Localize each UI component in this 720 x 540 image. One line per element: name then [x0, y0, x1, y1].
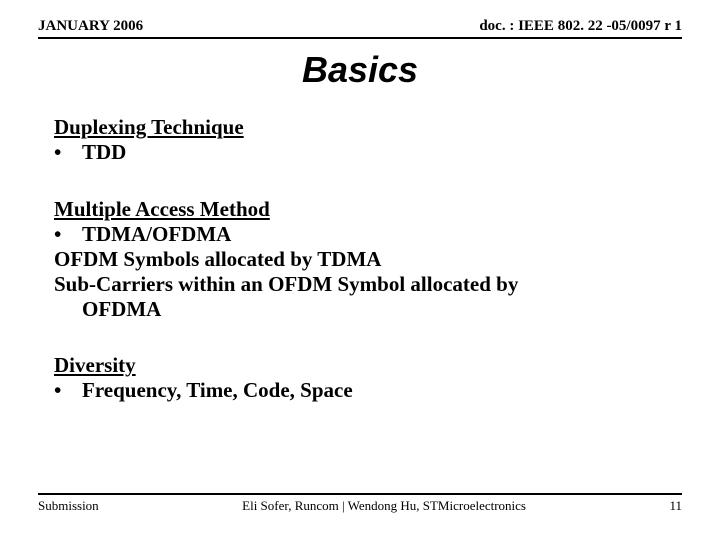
slide: JANUARY 2006 doc. : IEEE 802. 22 -05/009…: [0, 0, 720, 540]
bullet-item: • TDD: [54, 140, 672, 165]
section-heading-diversity: Diversity: [54, 353, 672, 378]
header-left: JANUARY 2006: [38, 18, 143, 35]
body-line-indent: OFDMA: [54, 297, 672, 322]
bullet-mark-icon: •: [54, 140, 82, 165]
bullet-item: • TDMA/OFDMA: [54, 222, 672, 247]
footer-rule: [38, 493, 682, 495]
bullet-mark-icon: •: [54, 222, 82, 247]
slide-footer: Submission Eli Sofer, Runcom | Wendong H…: [38, 493, 682, 514]
bullet-text: TDD: [82, 140, 126, 165]
bullet-text: TDMA/OFDMA: [82, 222, 231, 247]
section-heading-multiple-access: Multiple Access Method: [54, 197, 672, 222]
body-line: OFDM Symbols allocated by TDMA: [54, 247, 672, 272]
bullet-mark-icon: •: [54, 378, 82, 403]
slide-title: Basics: [38, 49, 682, 91]
footer-left: Submission: [38, 498, 99, 514]
body-line: Sub-Carriers within an OFDM Symbol alloc…: [54, 272, 672, 297]
section-heading-duplexing: Duplexing Technique: [54, 115, 672, 140]
bullet-text: Frequency, Time, Code, Space: [82, 378, 353, 403]
footer-row: Submission Eli Sofer, Runcom | Wendong H…: [38, 498, 682, 514]
header-right: doc. : IEEE 802. 22 -05/0097 r 1: [479, 18, 682, 35]
footer-center: Eli Sofer, Runcom | Wendong Hu, STMicroe…: [99, 498, 670, 514]
bullet-item: • Frequency, Time, Code, Space: [54, 378, 672, 403]
slide-content: Duplexing Technique • TDD Multiple Acces…: [38, 115, 682, 403]
footer-right: 11: [669, 498, 682, 514]
slide-header: JANUARY 2006 doc. : IEEE 802. 22 -05/009…: [38, 18, 682, 39]
